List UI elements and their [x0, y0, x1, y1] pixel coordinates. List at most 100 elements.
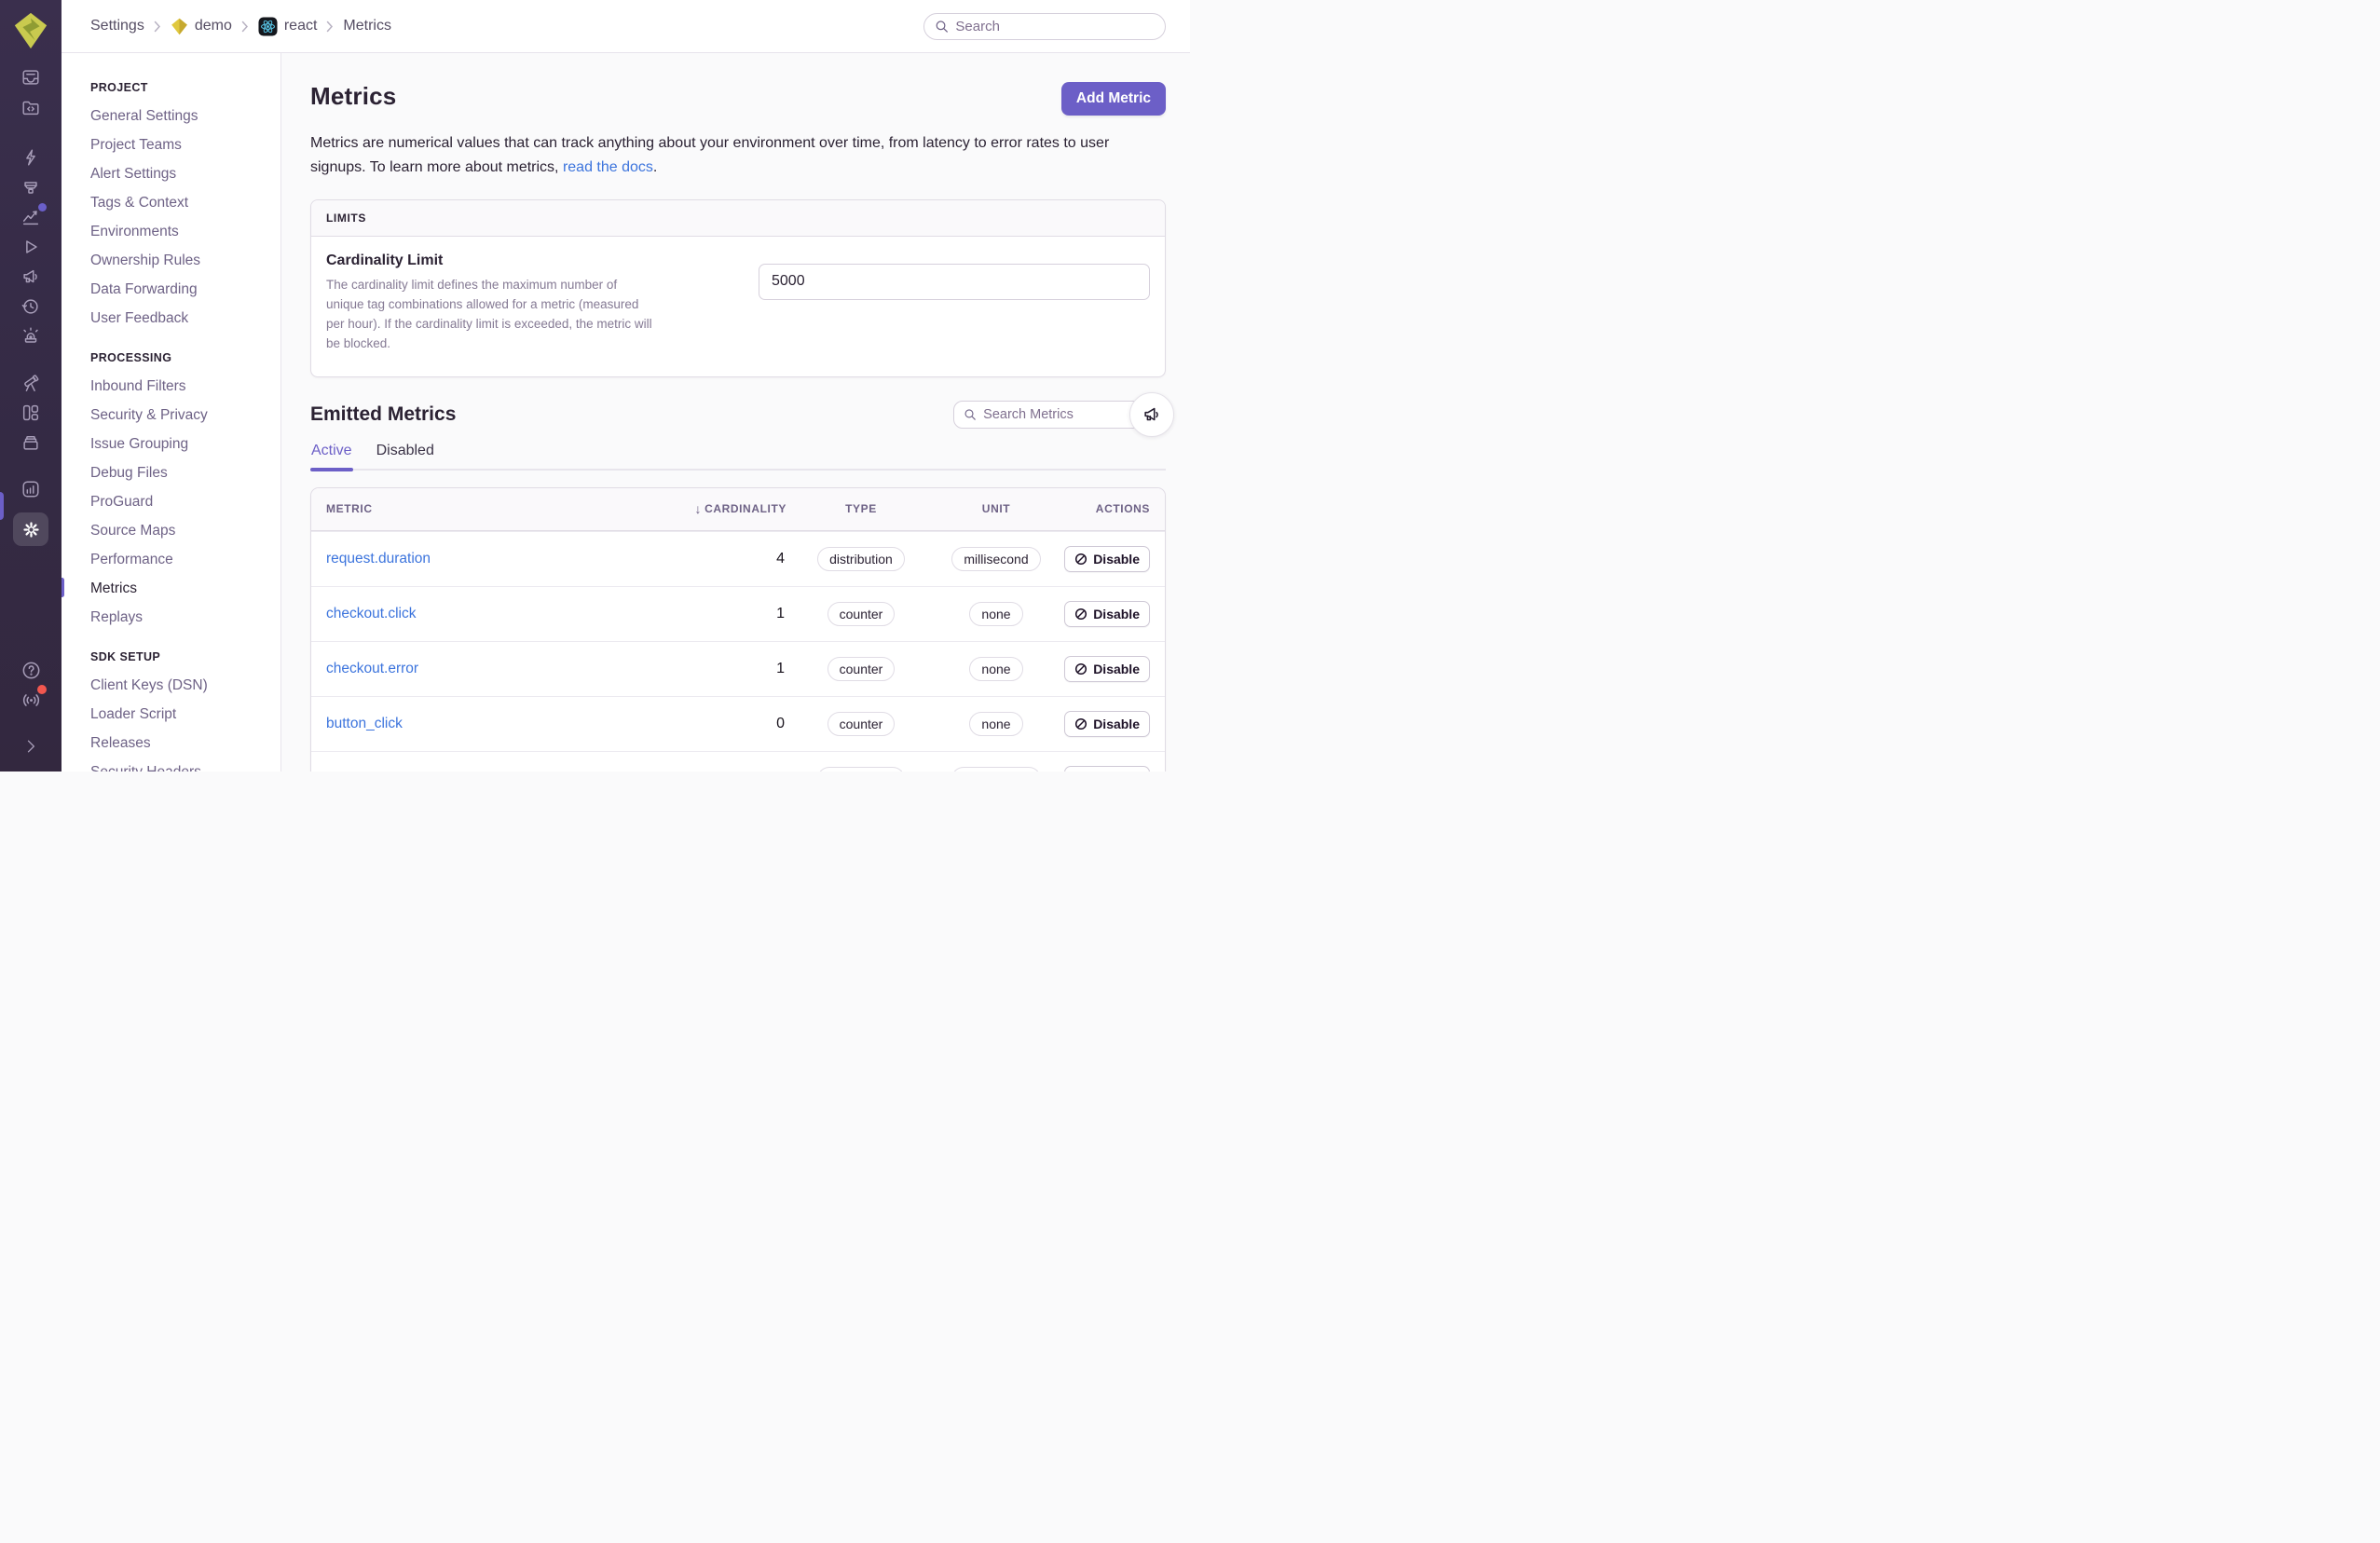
sidebar-nav-item[interactable]: Performance: [90, 551, 173, 567]
section-title: PROJECT: [90, 81, 148, 94]
col-actions: ACTIONS: [1095, 502, 1150, 515]
sidebar-section-project: PROJECT General Settings Project Teams A…: [90, 81, 271, 333]
col-cardinality[interactable]: ↓ CARDINALITY: [694, 501, 786, 516]
insights-chart-icon[interactable]: [19, 203, 47, 229]
feedback-megaphone-icon[interactable]: [19, 265, 43, 289]
primary-sidebar: [0, 0, 62, 772]
disable-metric-button[interactable]: Disable: [1064, 765, 1150, 772]
sidebar-nav-item[interactable]: Source Maps: [90, 522, 176, 539]
settings-sidebar: PROJECT General Settings Project Teams A…: [62, 53, 281, 772]
issues-icon[interactable]: [19, 65, 43, 89]
tab[interactable]: Disabled: [376, 443, 435, 469]
sidebar-nav-item[interactable]: Releases: [90, 734, 151, 751]
breadcrumb-project[interactable]: react: [258, 16, 317, 36]
sidebar-nav-item[interactable]: Ownership Rules: [90, 252, 201, 268]
col-metric[interactable]: METRIC: [326, 502, 373, 515]
settings-gear-icon[interactable]: [13, 512, 48, 546]
collapse-chevron-icon[interactable]: [19, 734, 43, 758]
disable-metric-button[interactable]: Disable: [1064, 545, 1150, 572]
alerts-siren-icon[interactable]: [19, 324, 43, 348]
sidebar-nav-item[interactable]: Data Forwarding: [90, 280, 198, 297]
metric-unit-badge: none: [969, 711, 1023, 736]
col-unit[interactable]: UNIT: [981, 502, 1011, 515]
global-search-input[interactable]: [955, 18, 1155, 34]
breadcrumb: Settings demo: [90, 16, 391, 36]
performance-lightning-icon[interactable]: [19, 145, 43, 170]
read-the-docs-link[interactable]: read the docs: [562, 158, 653, 175]
sidebar-nav-item[interactable]: Security & Privacy: [90, 406, 208, 423]
cardinality-limit-label: Cardinality Limit: [326, 252, 444, 268]
sidebar-nav-item[interactable]: Loader Script: [90, 705, 177, 722]
breadcrumb-settings[interactable]: Settings: [90, 18, 144, 34]
disable-metric-button[interactable]: Disable: [1064, 600, 1150, 627]
metric-table-row: checkout.error 1 counter none: [311, 640, 1165, 696]
metric-table-row: button_click 0 counter none: [311, 695, 1165, 751]
broadcast-icon[interactable]: [19, 685, 47, 712]
metric-cardinality-value: 1: [776, 660, 785, 676]
sentry-logo[interactable]: [9, 9, 52, 52]
megaphone-icon: [1144, 407, 1158, 420]
chevron-right-icon: [326, 20, 334, 33]
sidebar-nav-item[interactable]: ProGuard: [90, 493, 154, 510]
section-title: PROCESSING: [90, 351, 172, 364]
history-clock-icon[interactable]: [19, 294, 43, 319]
app-window: Settings demo: [0, 0, 1190, 772]
sidebar-nav-item[interactable]: Environments: [90, 223, 179, 239]
metric-cardinality-value: 0: [665, 771, 786, 772]
sidebar-nav-item[interactable]: Debug Files: [90, 464, 168, 481]
sidebar-nav-item[interactable]: Metrics: [62, 574, 271, 603]
cardinality-limit-input[interactable]: [759, 263, 1150, 300]
sidebar-nav-item[interactable]: Security Headers: [90, 763, 201, 772]
metric-name-link[interactable]: checkout.error: [326, 660, 419, 676]
stats-icon[interactable]: [19, 477, 43, 501]
metrics-table: METRIC ↓ CARDINALITY TYPE UNIT ACTIONS: [310, 486, 1166, 772]
discover-telescope-icon[interactable]: [19, 371, 43, 395]
sidebar-nav-item[interactable]: Issue Grouping: [90, 435, 189, 452]
sidebar-nav-item[interactable]: General Settings: [90, 107, 198, 124]
metric-type-badge: distribution: [817, 766, 905, 772]
profiling-icon[interactable]: [19, 175, 43, 199]
circle-slash-icon: [1075, 608, 1087, 620]
global-search[interactable]: [923, 12, 1166, 40]
metric-name-link[interactable]: checkout.click: [326, 605, 417, 621]
sidebar-nav-item[interactable]: Replays: [90, 608, 143, 625]
sidebar-nav-item[interactable]: User Feedback: [90, 309, 189, 326]
cardinality-limit-field-info: Cardinality Limit The cardinality limit …: [326, 253, 652, 354]
breadcrumb-org[interactable]: demo: [171, 18, 232, 35]
circle-slash-icon: [1075, 662, 1087, 675]
add-metric-button[interactable]: Add Metric: [1060, 82, 1166, 116]
breadcrumb-page: Metrics: [343, 18, 391, 34]
sidebar-section-sdk-setup: SDK SETUP Client Keys (DSN) Loader Scrip…: [90, 650, 271, 772]
metric-unit-badge: none: [969, 656, 1023, 681]
org-avatar-icon: [171, 18, 187, 34]
help-icon[interactable]: [19, 658, 43, 682]
disable-metric-button[interactable]: Disable: [1064, 655, 1150, 682]
sidebar-nav-item[interactable]: Project Teams: [90, 136, 182, 153]
sidebar-section-processing: PROCESSING Inbound Filters Security & Pr…: [62, 351, 271, 632]
feedback-fab-button[interactable]: [1129, 391, 1174, 437]
dashboards-icon[interactable]: [19, 401, 43, 425]
archive-box-icon[interactable]: [19, 430, 43, 455]
metrics-search[interactable]: [953, 400, 1145, 429]
metric-name-link[interactable]: request.duration: [326, 550, 431, 567]
metric-name-link[interactable]: button_click: [326, 715, 403, 731]
metric-name-link[interactable]: component_load_time: [326, 771, 469, 772]
col-type[interactable]: TYPE: [845, 502, 877, 515]
sidebar-nav-item[interactable]: Inbound Filters: [90, 377, 186, 394]
metrics-table-header: METRIC ↓ CARDINALITY TYPE UNIT ACTIONS: [311, 487, 1165, 531]
metric-table-row: component_load_time 0 distribution milli…: [311, 750, 1165, 772]
metrics-search-input[interactable]: [983, 406, 1135, 422]
sidebar-nav-item[interactable]: Tags & Context: [90, 194, 189, 211]
broadcast-notification-dot: [37, 685, 47, 694]
metric-type-badge: counter: [827, 711, 896, 736]
tab[interactable]: Active: [310, 443, 353, 471]
replays-play-icon[interactable]: [19, 235, 43, 259]
sidebar-nav-item[interactable]: Alert Settings: [90, 165, 177, 182]
sidebar-nav-item[interactable]: Client Keys (DSN): [90, 676, 208, 693]
disable-metric-button[interactable]: Disable: [1064, 710, 1150, 737]
chevron-right-icon: [154, 20, 161, 33]
main-content: Metrics Add Metric Metrics are numerical…: [281, 53, 1190, 772]
metric-cardinality-value: 0: [776, 715, 785, 731]
search-icon: [964, 408, 976, 420]
projects-icon[interactable]: [19, 95, 43, 119]
